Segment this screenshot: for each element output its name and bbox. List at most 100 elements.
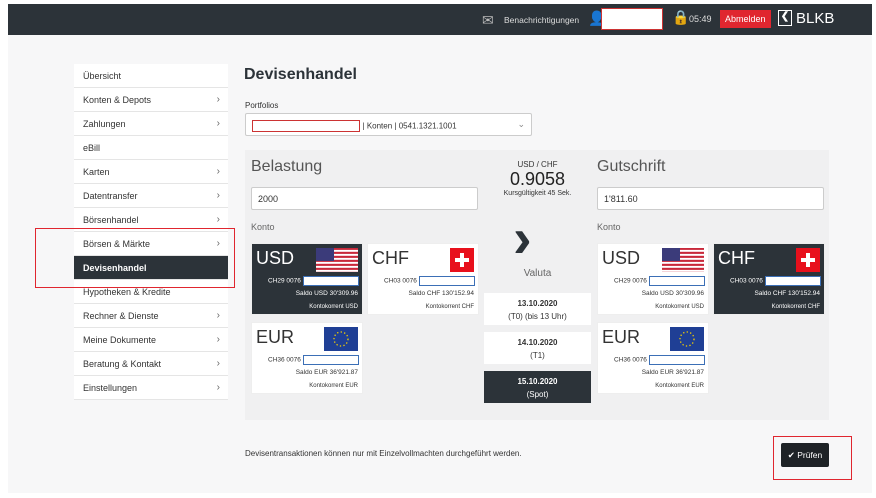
iban-mask	[764, 276, 821, 286]
iban-mask	[302, 276, 359, 286]
sidebar-item-label: Zahlungen	[83, 118, 126, 129]
credit-amount-input[interactable]: 1'811.60	[597, 187, 824, 210]
checkmark-icon: ✔	[787, 449, 798, 460]
sidebar-item[interactable]: Einstellungen ›	[74, 376, 228, 400]
chevron-down-icon: ⌄	[517, 119, 525, 129]
sidebar-item-label: Rechner & Dienste	[83, 310, 159, 321]
sidebar-item[interactable]: Datentransfer ›	[74, 184, 228, 208]
chevron-right-icon: ›	[216, 166, 220, 177]
chevron-right-icon: ›	[216, 358, 220, 369]
sidebar-item-label: Hypotheken & Kredite	[83, 286, 171, 297]
portfolio-select[interactable]: | Konten | 0541.1321.1001 ⌄	[245, 113, 532, 136]
logout-button[interactable]: Abmelden	[720, 10, 771, 28]
iban: CH29 0076	[614, 276, 705, 286]
chevron-right-icon: ›	[216, 382, 220, 393]
sidebar-item[interactable]: Karten ›	[74, 160, 228, 184]
sidebar-item[interactable]: Rechner & Dienste ›	[74, 304, 228, 328]
valuta-note: (T0) (bis 13 Uhr)	[508, 312, 567, 321]
notifications-link[interactable]: Benachrichtigungen	[504, 15, 580, 25]
sidebar-item-label: Beratung & Kontakt	[83, 358, 162, 369]
valuta-date-option[interactable]: 15.10.2020 (Spot)	[484, 371, 591, 403]
swiss-flag-icon	[450, 248, 474, 272]
currency-code: EUR	[256, 327, 295, 347]
iban-mask	[648, 276, 705, 286]
sidebar-item[interactable]: Devisenhandel	[74, 256, 228, 280]
currency-code: USD	[256, 248, 295, 268]
account-card-usd[interactable]: USD CH29 0076 Saldo USD 30'309.96 Kontok…	[251, 243, 363, 315]
valuta-date-option[interactable]: 13.10.2020 (T0) (bis 13 Uhr)	[484, 293, 591, 325]
sidebar-item-label: Übersicht	[83, 70, 122, 81]
currency-code: CHF	[372, 248, 409, 268]
swiss-flag-icon	[796, 248, 820, 272]
balance: Saldo CHF 130'152.94	[408, 290, 474, 297]
sidebar-item[interactable]: Konten & Depots ›	[74, 88, 228, 112]
mail-icon[interactable]: ✉	[482, 12, 494, 28]
exchange-rate: 0.9058	[509, 169, 566, 189]
footnote: Devisentransaktionen können nur mit Einz…	[245, 449, 522, 458]
chevron-right-icon: ›	[216, 118, 220, 129]
chevron-right-icon: ›	[216, 238, 220, 249]
account-type: Kontokorrent EUR	[309, 383, 358, 389]
sidebar-item[interactable]: Hypotheken & Kredite	[74, 280, 228, 304]
page-title: Devisenhandel	[244, 66, 357, 83]
portfolio-value: | Konten | 0541.1321.1001	[362, 121, 457, 131]
balance: Saldo USD 30'309.96	[295, 290, 358, 297]
sidebar-item[interactable]: Beratung & Kontakt ›	[74, 352, 228, 376]
eu-flag-icon	[324, 327, 358, 351]
chevron-right-icon: ›	[216, 214, 220, 225]
blkb-logo-icon: ❮	[778, 10, 792, 26]
credit-title: Gutschrift	[597, 158, 666, 175]
account-type: Kontokorrent EUR	[655, 383, 704, 389]
currency-code: USD	[602, 248, 641, 268]
chevron-right-icon: ›	[216, 334, 220, 345]
user-name-field	[601, 8, 663, 30]
account-card-usd[interactable]: USD CH29 0076 Saldo USD 30'309.96 Kontok…	[597, 243, 709, 315]
iban-mask	[418, 276, 475, 286]
valuta-date-option[interactable]: 14.10.2020 (T1)	[484, 332, 591, 364]
lock-icon: 🔒	[672, 9, 690, 25]
balance: Saldo EUR 36'921.87	[641, 369, 704, 376]
valuta-note: (Spot)	[526, 390, 549, 399]
us-flag-icon	[662, 248, 704, 272]
sidebar-item[interactable]: Übersicht	[74, 64, 228, 88]
sidebar: Übersicht Konten & Depots › Zahlungen › eBill…	[74, 64, 228, 400]
sidebar-item[interactable]: eBill	[74, 136, 228, 160]
debit-title: Belastung	[251, 158, 323, 175]
sidebar-item-label: Börsenhandel	[83, 214, 139, 225]
sidebar-item-label: eBill	[83, 142, 101, 153]
account-type: Kontokorrent CHF	[771, 304, 820, 310]
eu-flag-icon	[670, 327, 704, 351]
debit-amount-input[interactable]: 2000	[251, 187, 478, 210]
rate-validity: Kursgültigkeit 45 Sek.	[503, 190, 572, 197]
portfolios-label: Portfolios	[245, 101, 279, 110]
credit-konto-label: Konto	[597, 222, 621, 232]
valuta-date: 13.10.2020	[517, 299, 558, 308]
account-card-eur[interactable]: EUR CH36 0076 Saldo EUR 36'921.87 Kontok…	[597, 322, 709, 394]
iban: CH03 0076	[384, 276, 475, 286]
currency-code: EUR	[602, 327, 641, 347]
valuta-date: 15.10.2020	[517, 377, 558, 386]
highlight-box	[35, 228, 235, 288]
check-button[interactable]: ✔ Prüfen	[781, 443, 829, 467]
sidebar-item[interactable]: Meine Dokumente ›	[74, 328, 228, 352]
sidebar-item-label: Börsen & Märkte	[83, 238, 151, 249]
valuta-date: 14.10.2020	[517, 338, 558, 347]
logo[interactable]: BLKB	[796, 10, 835, 27]
iban: CH36 0076	[268, 355, 359, 365]
portfolio-name-mask	[252, 120, 360, 132]
top-bar: ✉ Benachrichtigungen 👤 🔒 05:49 Abmelden …	[8, 4, 872, 35]
account-card-eur[interactable]: EUR CH36 0076 Saldo EUR 36'921.87 Kontok…	[251, 322, 363, 394]
us-flag-icon	[316, 248, 358, 272]
sidebar-item[interactable]: Zahlungen ›	[74, 112, 228, 136]
chevron-right-icon: ›	[216, 94, 220, 105]
account-type: Kontokorrent CHF	[425, 304, 474, 310]
account-card-chf[interactable]: CHF CH03 0076 Saldo CHF 130'152.94 Konto…	[367, 243, 479, 315]
account-card-chf[interactable]: CHF CH03 0076 Saldo CHF 130'152.94 Konto…	[713, 243, 825, 315]
iban: CH03 0076	[730, 276, 821, 286]
iban: CH36 0076	[614, 355, 705, 365]
account-type: Kontokorrent USD	[655, 304, 704, 310]
sidebar-item[interactable]: Börsen & Märkte ›	[74, 232, 228, 256]
sidebar-item-label: Devisenhandel	[83, 262, 147, 273]
iban-mask	[648, 355, 705, 365]
valuta-label: Valuta	[523, 268, 552, 279]
